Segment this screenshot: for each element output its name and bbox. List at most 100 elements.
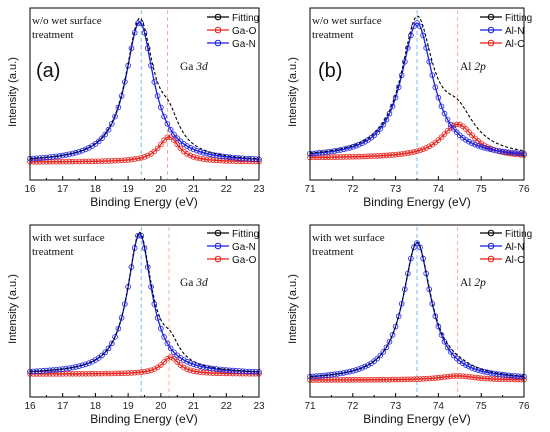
data-point	[105, 370, 112, 377]
data-point	[463, 362, 469, 368]
data-point	[86, 360, 92, 366]
data-point	[518, 376, 524, 383]
data-point	[383, 152, 390, 159]
data-point	[115, 104, 122, 111]
data-point	[233, 154, 239, 161]
data-point	[401, 58, 408, 65]
data-point	[377, 376, 384, 383]
data-point	[377, 152, 384, 159]
data-point	[220, 366, 226, 373]
x-tick-label: 71	[304, 184, 316, 195]
data-point	[144, 45, 151, 52]
data-point	[180, 364, 187, 371]
data-point	[411, 149, 417, 155]
data-point	[411, 244, 417, 251]
data-point	[426, 58, 433, 65]
data-point	[389, 332, 396, 338]
data-point	[82, 361, 89, 368]
legend-entry: Ga-O	[207, 255, 257, 266]
data-point	[371, 153, 378, 159]
data-point	[50, 371, 56, 377]
data-point	[395, 376, 402, 383]
data-point	[105, 158, 112, 164]
data-point	[472, 141, 478, 148]
data-point	[95, 370, 102, 377]
data-point	[122, 370, 128, 376]
data-point	[490, 376, 497, 382]
series-line-fitting	[309, 15, 525, 154]
data-point	[171, 349, 177, 356]
annotation-line-2: treatment	[32, 29, 74, 41]
legend-marker	[487, 229, 495, 237]
data-point	[95, 138, 102, 145]
data-point	[408, 376, 414, 383]
data-point	[450, 373, 457, 379]
data-point	[371, 376, 378, 383]
data-point	[53, 158, 59, 165]
data-point	[180, 357, 187, 363]
legend-entry: Fitting	[207, 229, 259, 240]
x-tick-label: 18	[90, 401, 102, 412]
data-point	[313, 154, 319, 161]
data-point	[128, 156, 135, 163]
panel-tag: (b)	[318, 60, 342, 82]
data-point	[197, 369, 203, 375]
legend-marker	[487, 39, 495, 47]
data-point	[177, 145, 184, 152]
data-point	[187, 360, 194, 366]
data-point	[131, 29, 138, 36]
data-point	[508, 376, 515, 383]
data-point	[398, 376, 405, 383]
legend-label: Ga-N	[232, 39, 256, 50]
data-point	[230, 154, 236, 161]
data-point	[194, 147, 200, 154]
data-point	[220, 153, 226, 160]
data-point	[423, 45, 429, 51]
data-point	[466, 129, 472, 135]
data-point	[89, 158, 95, 165]
data-point	[380, 376, 387, 383]
data-point	[414, 240, 420, 246]
data-point	[99, 352, 105, 359]
panel-top-left: 16 17 18 19 20 21 22 23 (a) w/o wet surface tre…	[7, 7, 265, 209]
data-point	[383, 116, 390, 123]
data-point	[319, 149, 326, 156]
data-point	[438, 374, 445, 381]
data-point	[463, 373, 469, 380]
data-point	[226, 370, 233, 377]
data-point	[73, 158, 79, 165]
data-point	[447, 348, 454, 355]
data-point	[429, 72, 436, 78]
data-point	[316, 154, 322, 161]
data-point	[141, 368, 148, 375]
data-point	[190, 368, 197, 374]
data-point	[426, 143, 433, 150]
legend: Fitting Al-N Al-O	[480, 229, 532, 266]
data-point	[184, 151, 190, 157]
data-point	[187, 152, 194, 159]
data-point	[141, 154, 148, 160]
data-point	[66, 158, 73, 165]
legend-label: Al-N	[505, 26, 524, 37]
y-axis-label: Intensity (a.u.)	[287, 274, 299, 344]
data-point	[420, 376, 426, 382]
data-point	[200, 156, 207, 162]
data-point	[161, 113, 167, 120]
data-point	[158, 104, 164, 111]
data-point	[423, 375, 429, 382]
data-point	[337, 377, 344, 383]
panel-tag: (a)	[36, 60, 60, 82]
data-point	[466, 373, 472, 380]
legend-entry: Al-N	[480, 26, 524, 37]
legend-marker	[487, 242, 495, 250]
data-point	[405, 45, 411, 51]
x-tick-label: 73	[390, 184, 402, 195]
data-point	[164, 355, 171, 362]
data-point	[203, 156, 210, 163]
plot-layer: 16 17 18 19 20 21 22 23	[24, 224, 265, 412]
legend-marker	[487, 26, 495, 34]
data-point	[59, 158, 66, 165]
data-point	[102, 370, 109, 377]
data-point	[444, 116, 451, 123]
data-point	[66, 371, 73, 377]
